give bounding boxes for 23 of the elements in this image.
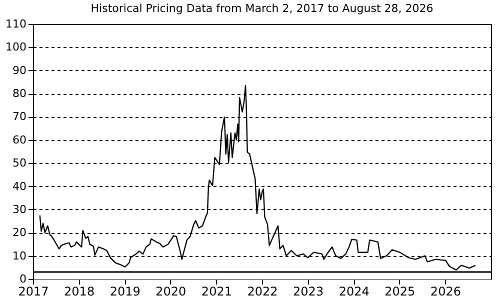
y-tick-label: 110 [6, 18, 26, 30]
x-tick-label: 2023 [293, 284, 324, 298]
x-tick-label: 2021 [201, 284, 232, 298]
y-tick-label: 60 [12, 133, 26, 146]
y-tick-label: 50 [12, 156, 26, 170]
y-tick-label: 90 [12, 64, 26, 77]
x-tick-label: 2024 [338, 284, 370, 298]
x-tick-label: 2018 [64, 284, 95, 298]
y-tick-label: 10 [12, 249, 26, 262]
y-tick-label: 0 [20, 272, 26, 286]
x-tick-label: 2026 [430, 284, 461, 298]
y-tick-label: 20 [12, 226, 26, 240]
y-tick-label: 80 [12, 87, 26, 100]
x-tick-label: 2022 [247, 284, 278, 298]
y-tick-label: 40 [12, 180, 26, 193]
x-tick-label: 2020 [156, 284, 186, 298]
x-tick-label: 2025 [384, 284, 416, 298]
chart-title: Historical Pricing Data from March 2, 2017 to August 28, 2026 [90, 2, 434, 15]
y-tick-label: 100 [6, 40, 26, 54]
y-tick-label: 30 [12, 202, 26, 216]
x-tick-label: 2017 [18, 284, 49, 298]
x-tick-label: 2019 [110, 284, 140, 298]
y-tick-label: 70 [12, 110, 26, 124]
